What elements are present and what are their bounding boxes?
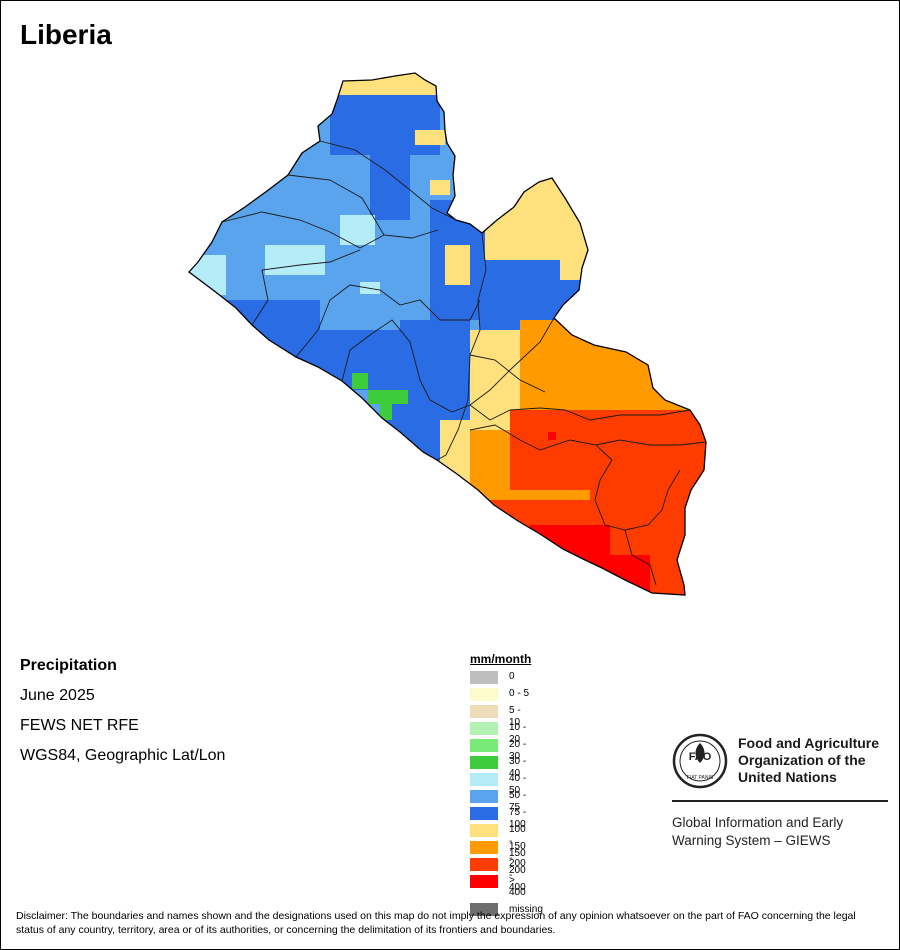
- legend-swatch: [470, 705, 498, 718]
- legend-swatch: [470, 841, 498, 854]
- legend-swatch: [470, 671, 498, 684]
- legend: mm/month 0 0 - 5 5 - 10 10 - 20 20 - 30 …: [470, 652, 532, 898]
- legend-swatch: [470, 824, 498, 837]
- legend-label: 100 - 150: [509, 824, 526, 859]
- legend-item: 5 - 10: [470, 703, 531, 728]
- legend-item: 20 - 30: [470, 737, 531, 762]
- fao-name: Food and Agriculture Organization of the…: [738, 735, 880, 785]
- legend-swatch: [470, 807, 498, 820]
- legend-swatch: [470, 903, 498, 916]
- legend-swatch: [470, 773, 498, 786]
- legend-swatch: [470, 739, 498, 752]
- legend-label: 0 - 5: [509, 688, 530, 699]
- fao-logo-ring-text: FIAT PANIS: [687, 775, 714, 781]
- legend-label: 40 - 50: [509, 773, 527, 796]
- legend-item: 0: [470, 669, 531, 686]
- projection-label: WGS84, Geographic Lat/Lon: [20, 747, 226, 764]
- legend-label: 75 - 100: [509, 807, 527, 830]
- legend-item: 150 - 200: [470, 839, 531, 876]
- legend-label: 50 - 75: [509, 790, 527, 813]
- legend-label: 30 - 40: [509, 756, 527, 779]
- legend-label: 5 - 10: [509, 705, 521, 728]
- legend-item: 40 - 50: [470, 771, 531, 796]
- disclaimer: Disclaimer: The boundaries and names sho…: [16, 910, 856, 936]
- legend-swatch: [470, 722, 498, 735]
- legend-label: 10 - 20: [509, 722, 527, 745]
- period-label: June 2025: [20, 687, 95, 704]
- legend-label: > 400: [509, 875, 526, 898]
- legend-title: mm/month: [470, 652, 532, 666]
- legend-item: 75 - 100: [470, 805, 531, 830]
- source-label: FEWS NET RFE: [20, 717, 139, 734]
- legend-swatch: [470, 875, 498, 888]
- fao-logo-text: FAO: [689, 751, 712, 763]
- legend-swatch: [470, 858, 498, 871]
- legend-item: 30 - 40: [470, 754, 531, 779]
- legend-swatch: [470, 790, 498, 803]
- map-title: Liberia: [20, 19, 112, 50]
- legend-label: missing: [509, 904, 543, 915]
- county-boundaries: [221, 140, 707, 586]
- giews-name: Global Information and Early Warning Sys…: [672, 815, 844, 848]
- legend-label: 150 - 200: [509, 841, 526, 876]
- fao-logo-icon: FAO FIAT PANIS: [672, 733, 728, 789]
- legend-item: > 400: [470, 873, 531, 898]
- legend-item: 50 - 75: [470, 788, 531, 813]
- precipitation-map: [188, 72, 707, 596]
- legend-swatch: [470, 756, 498, 769]
- legend-label: 20 - 30: [509, 739, 527, 762]
- variable-label: Precipitation: [20, 657, 117, 674]
- legend-label: 200 - 400: [509, 858, 526, 893]
- legend-item: 100 - 150: [470, 822, 531, 859]
- legend-item: 10 - 20: [470, 720, 531, 745]
- legend-item: 0 - 5: [470, 686, 531, 703]
- legend-label: 0: [509, 671, 515, 682]
- legend-item: 200 - 400: [470, 856, 531, 893]
- map-info-panel: Precipitation June 2025 FEWS NET RFE WGS…: [20, 656, 225, 776]
- legend-swatch: [470, 688, 498, 701]
- precipitation-raster: [189, 73, 706, 595]
- divider: [672, 800, 888, 802]
